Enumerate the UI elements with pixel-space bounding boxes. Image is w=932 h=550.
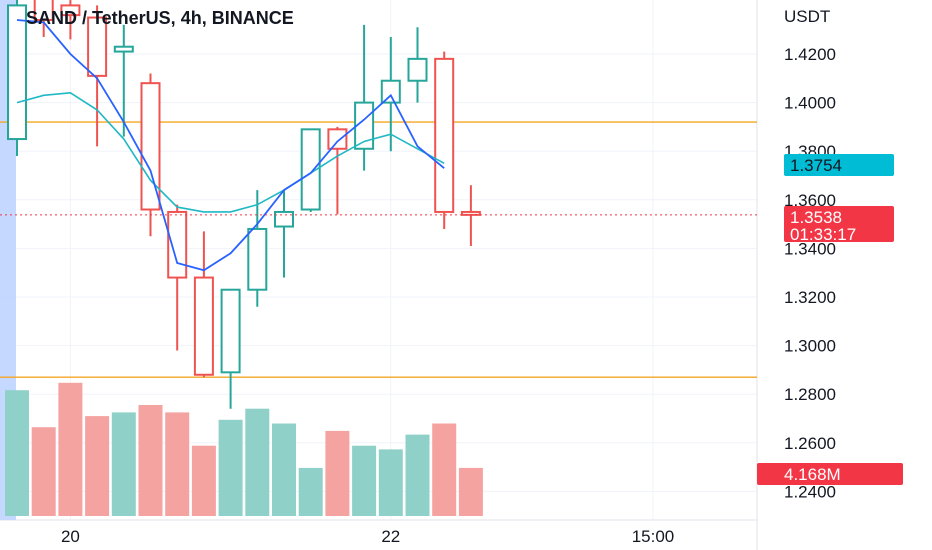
time-tick-label: 22 [381,527,400,546]
chart-title: SAND / TetherUS, 4h, BINANCE [26,8,294,28]
candle-body [247,227,268,291]
volume-bar [378,449,403,516]
ma-value-text: 1.3754 [790,156,842,175]
horizontal-levels[interactable] [0,121,757,378]
candle-body [193,276,214,376]
candle-body [407,57,428,82]
time-tick-label: 15:00 [632,527,675,546]
volume-bar [165,412,190,516]
candle-body [167,210,188,279]
price-tick-label: 1.4000 [784,94,836,113]
candle-body [113,45,134,53]
volume-bar [245,408,270,516]
volume-bar [272,423,296,516]
candle-body [140,82,161,211]
candle-body [434,57,455,213]
price-tick-label: 1.3600 [784,191,836,210]
ma-value-tag: 1.3754 [784,154,894,176]
price-tick-label: 1.2600 [784,434,836,453]
volume-bar [138,405,163,516]
price-tick-label: 1.3000 [784,337,836,356]
volume-bar [458,467,483,516]
time-axis[interactable]: 20 22 15:00 [61,527,674,546]
price-tick-label: 1.3400 [784,239,836,258]
volume-bar [191,445,216,516]
volume-bar [218,419,243,516]
volume-bar [352,445,377,516]
candles[interactable] [7,0,481,409]
volume-bar [5,390,29,516]
candle-body [380,79,401,104]
candle-body [33,0,54,21]
volume-bar [31,427,56,516]
volume-bar [325,430,350,516]
candle-body [274,210,294,228]
candle-body [220,288,241,374]
last-price-tag: 1.3538 01:33:17 [784,206,894,244]
volume-bar [405,434,430,516]
candle-body [60,4,81,17]
last-price-text: 1.3538 [790,208,842,227]
price-tick-label: 1.2800 [784,385,836,404]
countdown-text: 01:33:17 [790,225,856,244]
volume-tag: 4.168M [757,463,903,485]
ma-fast-line [16,19,445,272]
volume-text: 4.168M [784,465,841,484]
candle-body [87,16,108,77]
candle-body [300,128,321,211]
candle-body [354,101,375,150]
volume-bars [5,382,483,516]
volume-bar [298,467,323,516]
volume-bar [432,423,457,516]
candle-body [327,128,348,150]
volume-bar [58,382,83,516]
volume-bar [85,416,110,516]
price-tick-label: 1.3200 [784,288,836,307]
currency-label: USDT [784,7,830,26]
price-tick-label: 1.2400 [784,482,836,501]
price-tick-label: 1.4200 [784,45,836,64]
volume-bar [111,412,136,516]
time-tick-label: 20 [61,527,80,546]
candle-body [7,4,27,141]
ma-slow-line [16,92,445,213]
